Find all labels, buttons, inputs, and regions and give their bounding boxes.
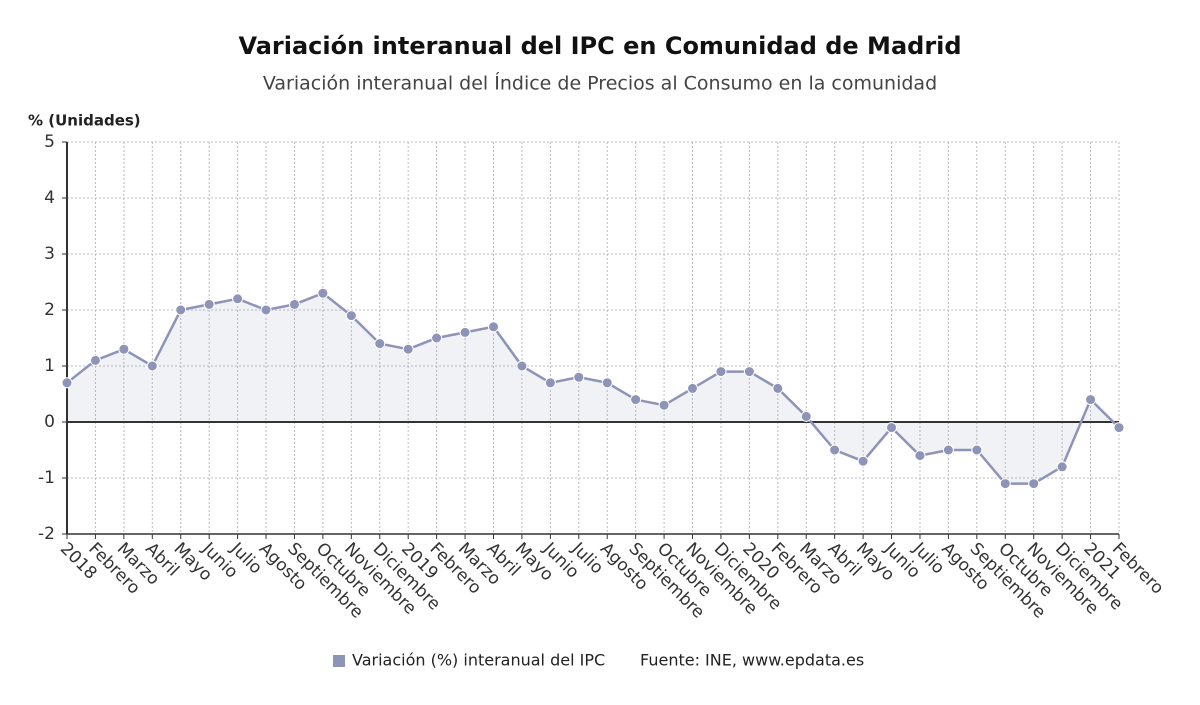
point	[630, 394, 642, 406]
point	[175, 304, 187, 316]
legend-swatch	[333, 655, 345, 667]
point	[516, 360, 528, 372]
point	[459, 326, 471, 338]
point	[999, 478, 1011, 490]
point	[829, 444, 841, 456]
point	[118, 343, 130, 355]
point	[658, 399, 670, 411]
point	[800, 410, 812, 422]
point	[89, 354, 101, 366]
point	[232, 293, 244, 305]
point	[857, 455, 869, 467]
y-tick-label: -2	[38, 524, 55, 544]
point	[1113, 422, 1125, 434]
point	[402, 343, 414, 355]
chart-subtitle: Variación interanual del Índice de Preci…	[263, 72, 937, 95]
point	[1056, 461, 1068, 473]
y-tick-label: 4	[44, 188, 55, 208]
legend-label: Variación (%) interanual del IPC	[352, 651, 605, 670]
point	[345, 310, 357, 322]
point	[374, 338, 386, 350]
point	[203, 298, 215, 310]
point	[1085, 394, 1097, 406]
point	[687, 382, 699, 394]
point	[431, 332, 443, 344]
point	[1028, 478, 1040, 490]
y-tick-label: 3	[44, 244, 55, 264]
point	[772, 382, 784, 394]
point	[601, 377, 613, 389]
point	[971, 444, 983, 456]
point	[715, 366, 727, 378]
chart-title: Variación interanual del IPC en Comunida…	[238, 32, 961, 60]
point	[487, 321, 499, 333]
y-tick-label: 5	[44, 132, 55, 152]
y-tick-label: -1	[38, 468, 55, 488]
point	[288, 298, 300, 310]
point	[942, 444, 954, 456]
y-axis-label: % (Unidades)	[28, 112, 141, 130]
y-tick-label: 2	[44, 300, 55, 320]
source: Fuente: INE, www.epdata.es	[640, 651, 864, 670]
point	[146, 360, 158, 372]
point	[743, 366, 755, 378]
point	[61, 377, 73, 389]
y-tick-label: 1	[44, 356, 55, 376]
point	[886, 422, 898, 434]
point	[914, 450, 926, 462]
point	[573, 371, 585, 383]
y-tick-label: 0	[44, 412, 55, 432]
point	[544, 377, 556, 389]
point	[317, 287, 329, 299]
point	[260, 304, 272, 316]
area	[67, 293, 1119, 484]
